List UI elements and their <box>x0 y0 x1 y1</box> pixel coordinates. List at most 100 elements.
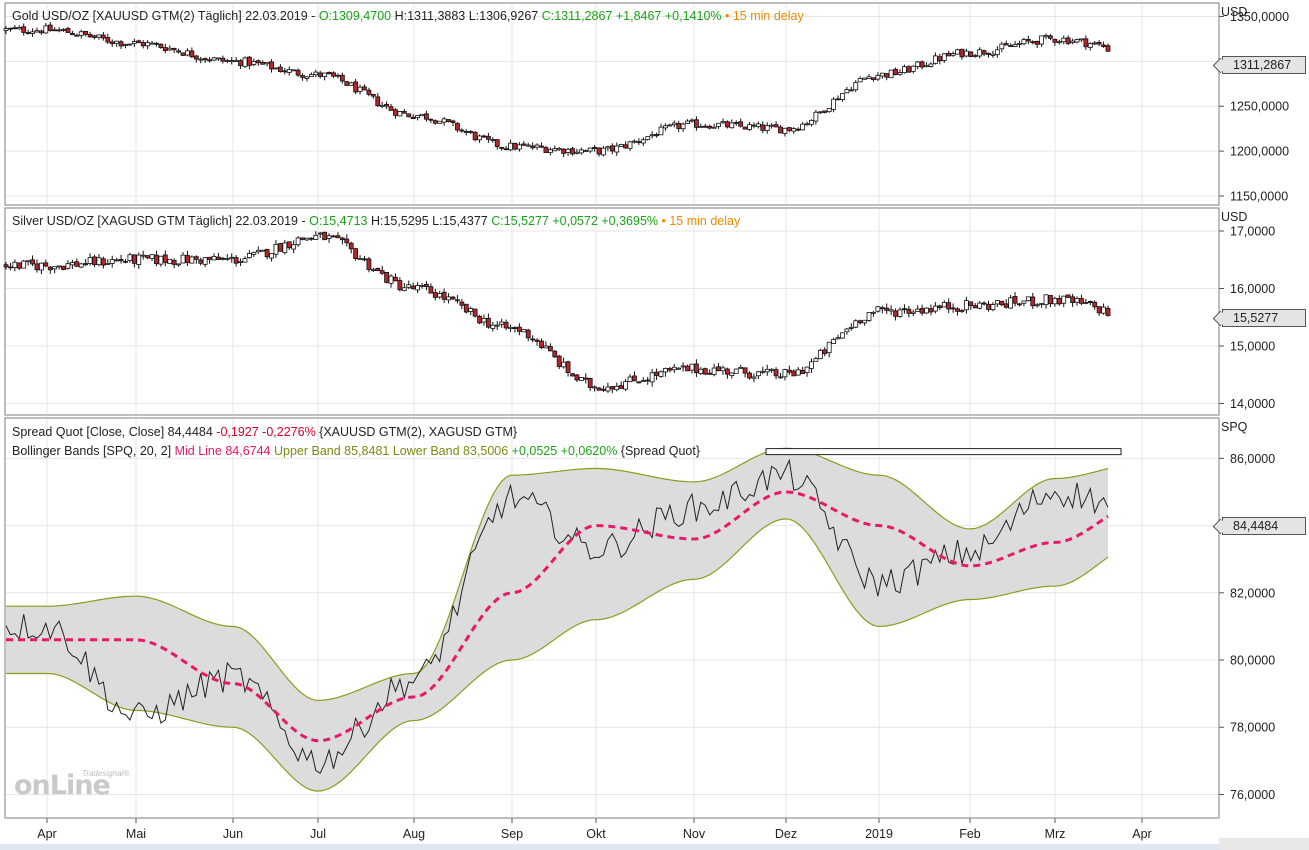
x-tick-label: 2019 <box>865 827 893 841</box>
candle-down <box>388 106 394 111</box>
candle-down <box>255 60 261 64</box>
candle-up <box>304 237 310 241</box>
candle-up <box>216 57 221 60</box>
candle-up <box>127 254 133 262</box>
candle-up <box>273 67 279 70</box>
candle-down <box>543 147 549 153</box>
candle-up <box>605 146 611 149</box>
candle-down <box>707 372 713 375</box>
candle-up <box>499 321 505 325</box>
candle-up <box>406 284 412 288</box>
candle-up <box>516 144 522 150</box>
candle-down <box>685 365 690 372</box>
candle-down <box>1048 35 1053 39</box>
candle-down <box>486 135 491 140</box>
candle-up <box>1074 39 1080 43</box>
candle-up <box>963 50 969 57</box>
candle-up <box>379 104 385 107</box>
candle-up <box>56 265 62 268</box>
candle-up <box>910 65 916 72</box>
candle-down <box>145 255 151 259</box>
candle-up <box>198 58 204 61</box>
logo-small-text: Tradesignal® <box>82 769 130 778</box>
candle-down <box>154 42 159 45</box>
gold-title: Gold USD/OZ [XAUUSD GTM(2) Täglich] 22.0… <box>12 9 319 23</box>
spread-last-price-tag: 84,4484 <box>1222 517 1306 535</box>
candle-down <box>472 131 478 141</box>
candle-down <box>1083 38 1089 48</box>
candle-up <box>397 111 403 117</box>
candle-down <box>724 121 730 128</box>
candle-up <box>1061 295 1067 304</box>
x-tick-label: Mrz <box>1045 827 1066 841</box>
candle-up <box>56 29 62 32</box>
candle-down <box>277 66 283 73</box>
candle-up <box>875 75 881 80</box>
candle-down <box>34 263 40 271</box>
silver-panel-header: Silver USD/OZ [XAGUSD GTM Täglich] 22.03… <box>12 214 740 228</box>
silver-last-price-tag: 15,5277 <box>1222 309 1306 327</box>
candle-up <box>711 367 717 375</box>
candle-down <box>468 131 474 133</box>
candle-up <box>866 76 872 80</box>
candle-up <box>671 122 677 126</box>
candle-down <box>694 363 699 374</box>
gold-open: O:1309,4700 <box>318 9 392 23</box>
candle-up <box>676 367 682 370</box>
panel-frame-1 <box>4 207 1220 416</box>
candle-up <box>680 123 686 130</box>
candle-down <box>432 292 438 298</box>
silver-title: Silver USD/OZ [XAGUSD GTM Täglich] 22.03… <box>12 214 310 228</box>
candle-down <box>459 129 465 132</box>
candle-up <box>114 40 120 44</box>
candle-up <box>242 258 248 263</box>
candle-up <box>804 123 810 126</box>
y-tick-label: 86,0000 <box>1230 452 1275 466</box>
candle-up <box>994 49 1000 56</box>
gold-delay: • 15 min delay <box>721 9 804 23</box>
candle-up <box>308 74 314 78</box>
candle-down <box>986 52 991 55</box>
candle-down <box>370 93 376 97</box>
candle-up <box>897 72 903 75</box>
x-tick-label: Apr <box>1132 827 1151 841</box>
candle-up <box>711 126 717 129</box>
candle-down <box>981 50 987 55</box>
candle-up <box>1021 39 1027 45</box>
candle-up <box>640 380 646 382</box>
candle-down <box>986 303 991 310</box>
candle-up <box>769 124 775 127</box>
candle-down <box>884 307 890 311</box>
candle-up <box>317 232 323 235</box>
candle-down <box>499 147 505 149</box>
candle-up <box>114 259 120 262</box>
candle-up <box>1087 43 1093 48</box>
candle-down <box>220 57 226 62</box>
candle-down <box>176 50 182 53</box>
x-tick-label: Apr <box>37 827 56 841</box>
candle-up <box>760 370 766 373</box>
bollinger-midline: Mid Line 84,6744 <box>174 444 271 458</box>
spread-quot-line <box>5 458 1109 775</box>
candle-down <box>140 42 146 47</box>
candle-down <box>968 51 974 57</box>
candle-down <box>379 270 385 274</box>
candle-down <box>286 241 292 249</box>
candle-down <box>596 147 602 155</box>
candle-down <box>583 377 589 380</box>
candle-down <box>539 145 544 148</box>
candle-down <box>1003 303 1009 308</box>
candle-down <box>410 116 416 120</box>
candle-down <box>450 296 456 300</box>
candle-down <box>822 110 828 113</box>
candle-down <box>968 301 974 306</box>
candle-up <box>348 82 354 86</box>
candle-up <box>853 82 859 91</box>
candle-up <box>866 312 872 321</box>
candle-down <box>760 124 766 131</box>
candle-down <box>893 310 898 317</box>
candle-down <box>516 326 522 332</box>
candle-down <box>667 368 673 371</box>
candle-up <box>149 254 155 259</box>
candle-down <box>1056 298 1062 305</box>
